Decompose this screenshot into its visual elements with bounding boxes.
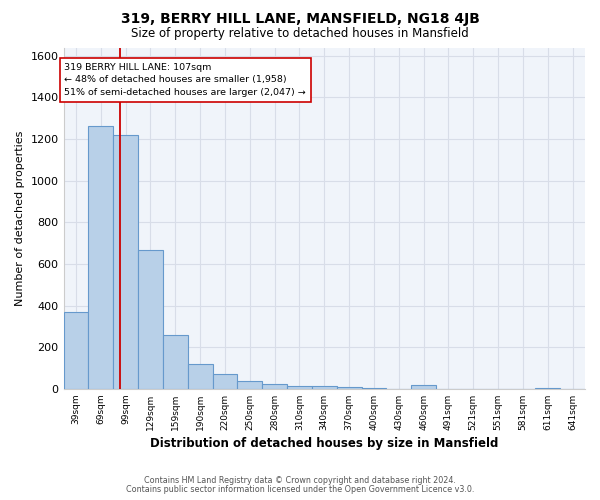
Bar (88, 126, 113, 389)
Bar (212, 374, 238, 389)
Text: 319, BERRY HILL LANE, MANSFIELD, NG18 4JB: 319, BERRY HILL LANE, MANSFIELD, NG18 4J… (121, 12, 479, 26)
Text: Contains public sector information licensed under the Open Government Licence v3: Contains public sector information licen… (126, 485, 474, 494)
Bar (262, 384, 287, 389)
Bar (312, 386, 337, 389)
Text: Contains HM Land Registry data © Crown copyright and database right 2024.: Contains HM Land Registry data © Crown c… (144, 476, 456, 485)
X-axis label: Distribution of detached houses by size in Mansfield: Distribution of detached houses by size … (150, 437, 499, 450)
Bar (188, 364, 212, 389)
Bar (337, 386, 362, 389)
Bar (113, 135, 138, 389)
Bar (411, 384, 436, 389)
Bar (535, 388, 560, 389)
Text: 319 BERRY HILL LANE: 107sqm
← 48% of detached houses are smaller (1,958)
51% of : 319 BERRY HILL LANE: 107sqm ← 48% of det… (64, 63, 306, 97)
Text: Size of property relative to detached houses in Mansfield: Size of property relative to detached ho… (131, 28, 469, 40)
Bar (163, 334, 188, 389)
Y-axis label: Number of detached properties: Number of detached properties (15, 130, 25, 306)
Bar (238, 381, 262, 389)
Bar (138, 250, 163, 389)
Bar (362, 388, 386, 389)
Bar (64, 312, 88, 389)
Bar (287, 386, 312, 389)
